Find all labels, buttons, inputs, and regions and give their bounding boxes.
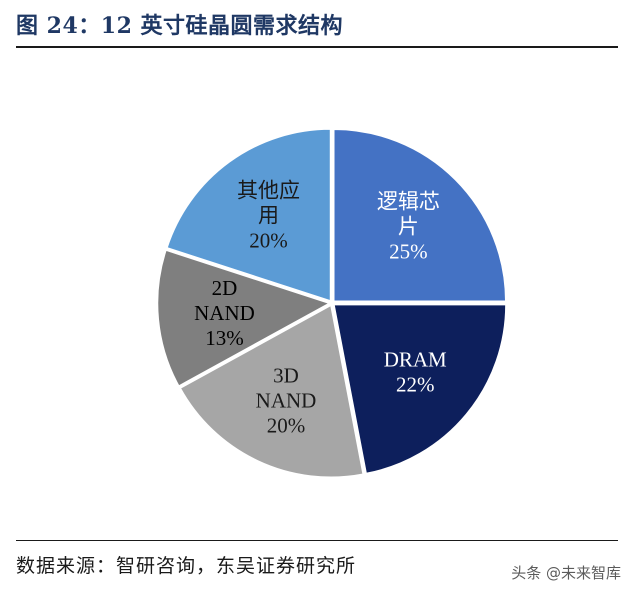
pie-label-1: DRAM 22%: [384, 347, 447, 396]
slice-label-line: 片: [398, 215, 419, 239]
slice-percent: 20%: [249, 229, 288, 253]
slice-label-line: NAND: [194, 301, 255, 325]
slice-percent: 20%: [267, 414, 306, 438]
slice-label-line: 其他应: [237, 179, 300, 203]
pie-label-4: 其他应用 20%: [237, 179, 300, 253]
pie-slices: [156, 128, 507, 479]
pie-label-3: 2D NAND 13%: [194, 276, 255, 350]
slice-label-line: NAND: [256, 389, 317, 413]
slice-label-line: 3D: [273, 364, 299, 388]
slice-percent: 22%: [396, 372, 435, 396]
title-divider: [16, 46, 618, 48]
slice-label-line: 用: [258, 204, 279, 228]
watermark: 头条 @未来智库: [511, 564, 621, 582]
pie-chart: 逻辑芯片 25%DRAM 22%3D NAND 20%2D NAND 13%其他应用 20%: [156, 128, 507, 479]
slice-percent: 25%: [389, 240, 428, 264]
pie-slice-2: [179, 304, 365, 479]
slice-percent: 13%: [205, 326, 244, 350]
pie-slice-4: [166, 128, 332, 303]
source-divider: [16, 540, 618, 541]
pie-slice-0: [333, 128, 507, 302]
pie-labels: 逻辑芯片 25%DRAM 22%3D NAND 20%2D NAND 13%其他应用 20%: [194, 179, 447, 438]
pie-label-2: 3D NAND 20%: [256, 364, 317, 438]
figure-title: 图 24：12 英寸硅晶圆需求结构: [16, 13, 344, 39]
slice-label-line: DRAM: [384, 347, 447, 371]
pie-label-0: 逻辑芯片 25%: [377, 190, 440, 264]
slice-label-line: 2D: [212, 276, 238, 300]
pie-slice-1: [333, 303, 507, 475]
slice-label-line: 逻辑芯: [377, 190, 440, 214]
source-note: 数据来源：智研咨询，东吴证券研究所: [16, 555, 357, 577]
pie-slice-3: [156, 249, 332, 388]
